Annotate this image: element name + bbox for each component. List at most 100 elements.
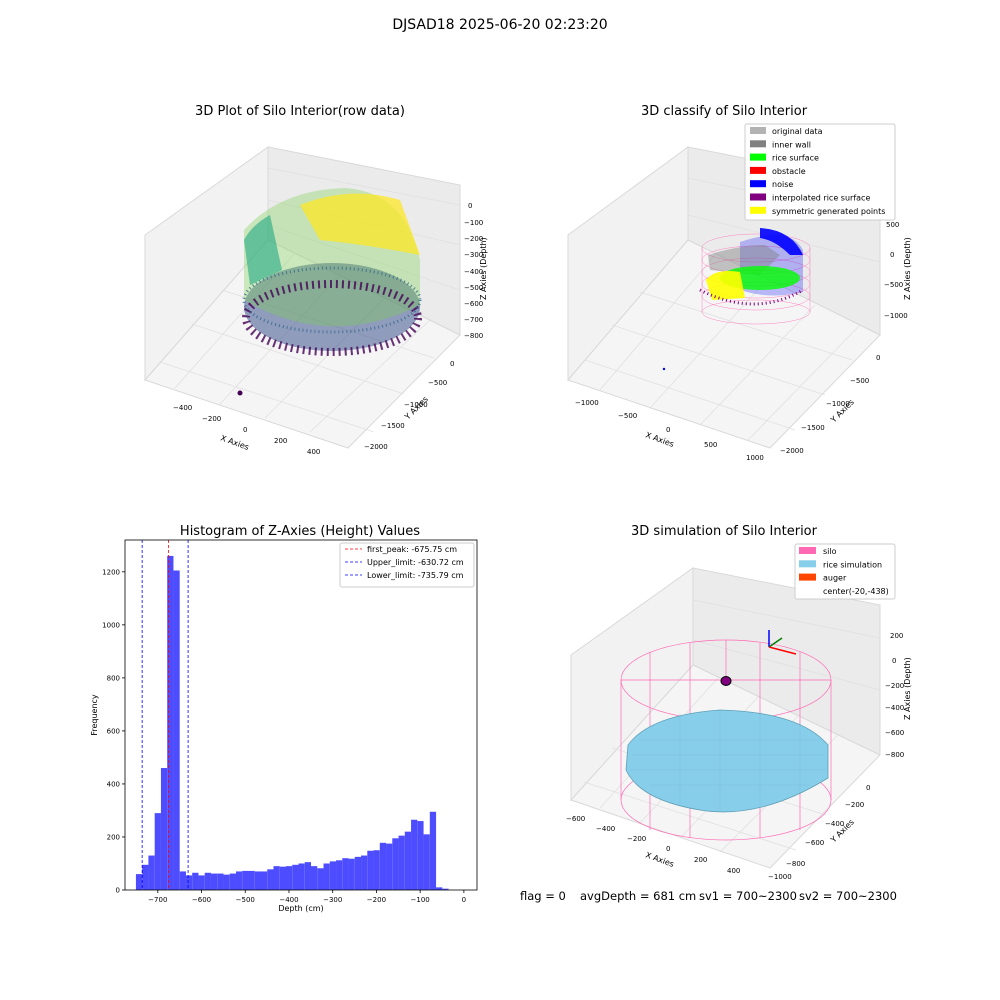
histogram-bar [286,866,293,890]
raw-point-cloud [242,188,422,356]
classify-legend-label: obstacle [772,167,806,176]
svg-text:−600: −600 [566,815,585,823]
classify-legend-label: noise [772,180,793,189]
svg-text:200: 200 [274,437,287,445]
histogram-bar [417,821,424,890]
simulation-legend-swatch [799,573,816,581]
histogram-title: Histogram of Z-Axies (Height) Values [179,524,421,539]
histogram-bar [323,863,330,890]
svg-text:−500: −500 [618,412,637,420]
histogram-xtick-label: −300 [323,896,342,904]
histogram-bar [404,831,412,890]
classify-zlabel: Z Axies (Depth) [903,237,912,300]
svg-text:−1000: −1000 [768,873,792,881]
histogram-ytick-label: 800 [107,674,120,682]
svg-text:0: 0 [450,360,454,368]
svg-text:−300: −300 [464,251,483,259]
histogram-bar [242,870,249,890]
classify-legend-swatch [750,140,766,148]
svg-text:0: 0 [468,202,472,210]
svg-text:−200: −200 [845,801,864,809]
svg-text:−1000: −1000 [884,312,908,320]
simulation-legend-label: rice simulation [823,560,882,569]
histogram-bar [260,871,268,890]
histogram-bar [429,811,437,890]
histogram-bar [317,868,324,890]
classify-plot-title: 3D classify of Silo Interior [640,104,808,119]
svg-text:−500: −500 [850,377,869,385]
svg-text:−700: −700 [464,316,483,324]
histogram-ylabel: Frequency [90,694,99,736]
histogram-bar [373,850,380,890]
svg-text:200: 200 [694,856,707,864]
svg-text:−1000: −1000 [826,400,850,408]
classify-legend-label: interpolated rice surface [772,194,870,203]
histogram-bar [436,887,443,890]
svg-text:−200: −200 [627,835,646,843]
histogram-bar [235,871,243,890]
svg-text:−500: −500 [428,379,447,387]
histogram-bar [342,858,349,890]
simulation-legend-label: auger [823,574,847,583]
histogram-bar [304,862,312,890]
histogram-ytick-label: 400 [107,780,120,788]
histogram-bar [179,871,186,890]
classify-legend-swatch [750,127,766,134]
histogram-bar [379,842,387,890]
histogram-bar [361,855,368,890]
classify-legend-label: rice surface [772,154,819,163]
classify-legend-swatch [750,180,766,188]
svg-text:0: 0 [890,251,894,259]
histogram-bar [336,860,343,890]
histogram-bar [210,873,218,890]
histogram-bar [154,813,161,890]
histogram-bar [192,872,199,890]
histogram-legend-label: Lower_limit: -735.79 cm [367,571,464,580]
histogram-bar [185,875,193,890]
svg-text:400: 400 [727,867,740,875]
histogram-ytick-label: 200 [107,833,120,841]
svg-text:0: 0 [666,845,670,853]
histogram-bar [367,850,374,890]
histogram-xtick-label: 0 [462,896,466,904]
histogram-bar [167,555,174,890]
svg-text:−1500: −1500 [381,422,405,430]
histogram-ytick-label: 1200 [102,568,120,576]
histogram-bar [173,570,180,890]
histogram-xtick-label: −100 [411,896,430,904]
svg-text:−1500: −1500 [801,424,825,432]
classify-legend-swatch [750,166,766,174]
histogram-xtick-label: −700 [148,896,167,904]
svg-text:−800: −800 [464,332,483,340]
svg-text:−500: −500 [464,284,483,292]
simulation-legend: silo rice simulation auger center(-20,-438) [794,543,896,600]
svg-text:−800: −800 [786,860,805,868]
classify-legend: original data inner wall rice surface obsta… [744,123,896,221]
histogram-xtick-label: −400 [279,896,298,904]
histogram-bar [354,856,362,890]
simulation-plot-title: 3D simulation of Silo Interior [631,524,817,539]
svg-text:500: 500 [886,221,899,229]
footer-sv2: sv2 = 700~2300 [799,889,897,903]
histogram-ytick-label: 0 [116,887,120,895]
histogram-bar [348,858,355,890]
svg-text:400: 400 [307,448,320,456]
classify-legend-swatch [750,193,766,201]
svg-text:200: 200 [890,632,903,640]
svg-text:−2000: −2000 [364,443,388,451]
footer-flag: flag = 0 [520,889,566,903]
histogram-xtick-label: −200 [367,896,386,904]
histogram-bar [329,861,337,890]
histogram-bar [442,888,449,890]
histogram-bar [254,871,261,890]
histogram-bar [398,835,405,890]
footer-sv1: sv1 = 700~2300 [699,889,797,903]
svg-text:0: 0 [866,784,870,792]
svg-text:−600: −600 [885,729,904,737]
classify-legend-swatch [750,206,766,214]
classify-legend-swatch [750,153,766,161]
histogram-bar [279,866,287,890]
figure-title: DJSAD18 2025-06-20 02:23:20 [392,17,608,33]
